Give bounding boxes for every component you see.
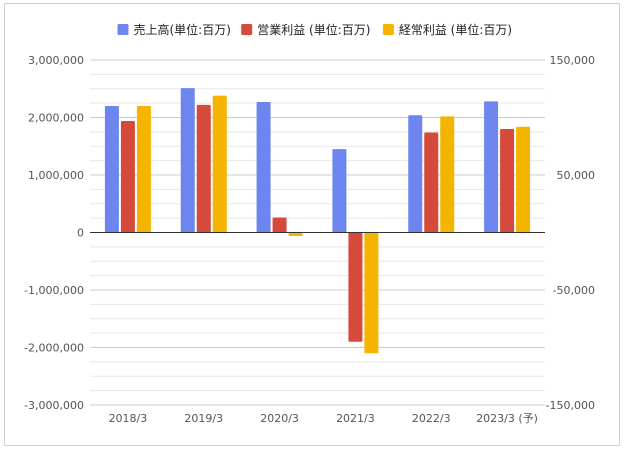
legend-swatch: [382, 24, 394, 35]
left-tick-label: -3,000,000: [24, 399, 84, 412]
left-tick-label: 1,000,000: [28, 169, 84, 182]
bar-series-1-cat-4: [424, 132, 439, 233]
bar-series-2-cat-3: [364, 232, 379, 354]
bars: [104, 88, 531, 354]
bar-series-2-cat-2: [288, 232, 303, 236]
left-tick-label: -2,000,000: [24, 342, 84, 355]
bar-series-0-cat-4: [408, 115, 423, 233]
right-tick-label: 150,000: [550, 54, 596, 67]
x-tick-label: 2019/3: [184, 412, 223, 425]
legend-label: 経常利益 (単位:百万): [399, 22, 512, 37]
bar-series-0-cat-2: [256, 101, 271, 233]
bar-series-2-cat-1: [212, 95, 227, 233]
legend-label: 営業利益 (単位:百万): [257, 22, 370, 37]
bar-series-0-cat-5: [484, 101, 499, 233]
bar-series-1-cat-1: [196, 104, 211, 233]
bar-series-2-cat-4: [440, 116, 455, 233]
legend: 売上高(単位:百万) 営業利益 (単位:百万) 経常利益 (単位:百万): [117, 22, 512, 37]
bar-series-2-cat-0: [136, 106, 151, 233]
legend-swatch: [241, 24, 253, 35]
left-tick-label: 2,000,000: [28, 112, 84, 125]
right-tick-label: 50,000: [557, 169, 596, 182]
bar-series-1-cat-2: [272, 217, 287, 233]
legend-label: 売上高(単位:百万): [134, 22, 231, 37]
bar-series-2-cat-5: [516, 126, 531, 233]
left-tick-label: 0: [77, 227, 84, 240]
grid-lines: [90, 59, 545, 406]
bar-series-1-cat-0: [120, 120, 135, 233]
x-tick-label: 2021/3: [336, 412, 375, 425]
bar-series-0-cat-3: [332, 149, 347, 233]
x-tick-label: 2023/3 (予): [476, 412, 538, 425]
bar-series-1-cat-5: [500, 129, 515, 233]
x-tick-label: 2022/3: [412, 412, 451, 425]
x-tick-label: 2020/3: [260, 412, 299, 425]
bar-series-0-cat-0: [104, 106, 119, 233]
left-tick-label: -1,000,000: [24, 284, 84, 297]
left-tick-label: 3,000,000: [28, 54, 84, 67]
x-tick-label: 2018/3: [109, 412, 148, 425]
bar-series-0-cat-1: [180, 88, 195, 233]
x-axis: 2018/3 2019/3 2020/3 2021/3 2022/3 2023/3 (予): [109, 412, 538, 425]
left-axis: 3,000,000 2,000,000 1,000,000 0 -1,000,000 -2…: [24, 54, 84, 412]
right-tick-label: -150,000: [546, 399, 595, 412]
bar-series-1-cat-3: [348, 232, 363, 342]
right-axis: 150,000 50,000 -50,000 -150,000: [546, 54, 595, 412]
right-tick-label: -50,000: [553, 284, 595, 297]
legend-swatch: [117, 24, 129, 35]
